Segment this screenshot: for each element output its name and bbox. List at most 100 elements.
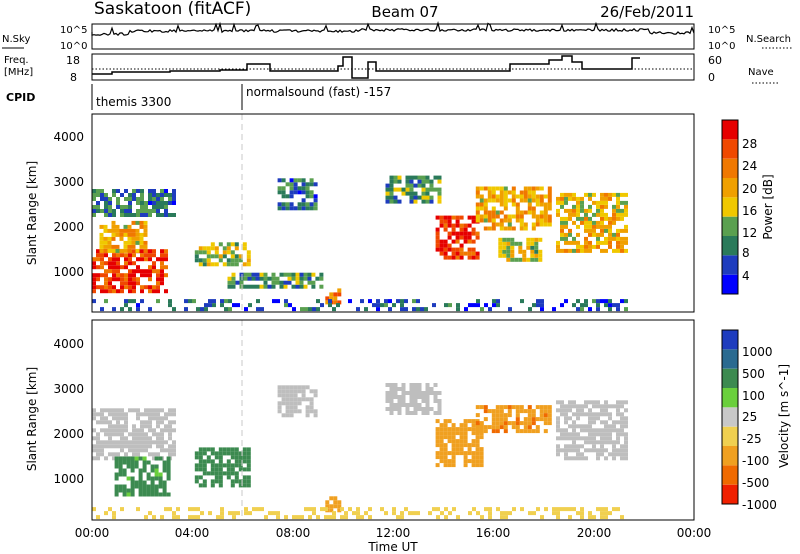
scatter-cell-2 (156, 213, 160, 217)
scatter-cell-2 (124, 205, 128, 209)
scatter-cell-7 (479, 405, 484, 410)
scatter-cell-9 (527, 186, 532, 191)
scatter-cell-3 (285, 389, 290, 394)
scatter-cell-2 (160, 189, 164, 193)
scatter-cell-6 (435, 463, 440, 468)
scatter-cell-7 (507, 421, 512, 426)
scatter-cell-2 (222, 451, 227, 456)
scatter-cell-2 (112, 213, 116, 217)
frequency-panel-frame (91, 53, 695, 81)
velocity-colorbar-tick-minus500: -500 (742, 476, 769, 490)
scatter-cell-11 (604, 212, 608, 217)
scatter-cell-9 (368, 515, 372, 520)
scatter-cell-5 (401, 399, 406, 403)
scatter-cell-10 (506, 253, 511, 258)
scatter-cell-0 (156, 273, 160, 278)
scatter-cell-4 (247, 272, 252, 277)
scatter-cell-0 (96, 277, 100, 282)
scatter-cell-8 (580, 408, 584, 413)
scatter-cell-6 (479, 455, 484, 460)
scatter-cell-7 (523, 429, 528, 434)
scatter-cell-9 (539, 194, 544, 199)
scatter-cell-2 (238, 483, 243, 488)
scatter-cell-11 (580, 196, 584, 201)
scatter-cell-1 (131, 240, 136, 245)
scatter-cell-11 (600, 232, 604, 237)
scatter-cell-4 (337, 500, 342, 505)
scatter-cell-1 (139, 244, 144, 249)
scatter-cell-3 (309, 397, 314, 402)
scatter-cell-9 (539, 210, 544, 215)
scatter-cell-9 (172, 515, 176, 520)
scatter-cell-0 (144, 436, 148, 441)
scatter-cell-0 (116, 289, 120, 294)
scatter-cell-9 (444, 515, 448, 520)
scatter-cell-9 (519, 198, 524, 203)
scatter-cell-0 (164, 289, 168, 294)
scatter-cell-11 (624, 248, 628, 253)
scatter-cell-1 (115, 232, 120, 237)
scatter-cell-9 (508, 511, 512, 516)
scatter-cell-0 (120, 416, 124, 421)
scatter-cell-12 (496, 299, 500, 304)
scatter-cell-1 (166, 472, 171, 477)
scatter-cell-9 (527, 190, 532, 195)
scatter-cell-9 (284, 515, 288, 520)
scatter-cell-8 (616, 400, 620, 405)
scatter-cell-0 (172, 440, 176, 445)
scatter-cell-3 (210, 246, 215, 251)
scatter-cell-11 (592, 212, 596, 217)
scatter-cell-1 (154, 476, 159, 481)
scatter-cell-9 (515, 218, 520, 223)
scatter-cell-9 (332, 511, 336, 516)
scatter-cell-1 (154, 456, 159, 461)
scatter-cell-0 (140, 432, 144, 437)
scatter-cell-8 (624, 440, 628, 445)
scatter-cell-7 (393, 187, 398, 192)
scatter-cell-9 (200, 511, 204, 516)
scatter-cell-0 (132, 253, 136, 258)
scatter-cell-11 (604, 200, 608, 205)
scatter-cell-2 (104, 197, 108, 201)
scatter-cell-9 (356, 515, 360, 520)
scatter-cell-1 (158, 472, 163, 477)
scatter-cell-2 (230, 447, 235, 452)
scatter-cell-2 (214, 463, 219, 468)
scatter-cell-1 (154, 464, 159, 469)
scatter-cell-8 (584, 428, 588, 433)
scatter-cell-7 (511, 405, 516, 410)
scatter-cell-9 (519, 226, 524, 231)
scatter-cell-9 (487, 210, 492, 215)
colorbar-swatch (722, 178, 738, 198)
scatter-cell-12 (596, 307, 600, 312)
scatter-cell-7 (495, 409, 500, 414)
scatter-cell-3 (202, 258, 207, 263)
scatter-cell-8 (560, 448, 564, 453)
scatter-cell-11 (556, 200, 560, 205)
scatter-cell-9 (296, 515, 300, 520)
scatter-cell-0 (164, 416, 168, 421)
colorbar-swatch (722, 368, 738, 388)
scatter-cell-7 (413, 183, 418, 188)
scatter-cell-2 (218, 479, 223, 484)
scatter-cell-6 (467, 459, 472, 464)
scatter-cell-12 (244, 307, 248, 312)
scatter-cell-11 (588, 228, 592, 233)
scatter-cell-9 (148, 511, 152, 516)
scatter-cell-9 (523, 186, 528, 191)
scatter-cell-6 (451, 451, 456, 456)
scatter-cell-8 (564, 452, 568, 457)
scatter-cell-9 (491, 218, 496, 223)
scatter-cell-4 (283, 284, 288, 289)
scatter-cell-0 (148, 444, 152, 449)
scatter-cell-4 (283, 280, 288, 285)
date-label: 26/Feb/2011 (600, 3, 694, 21)
scatter-cell-8 (475, 231, 480, 236)
scatter-cell-0 (100, 448, 104, 453)
frequency-trace (92, 55, 640, 79)
scatter-cell-12 (220, 299, 224, 304)
scatter-cell-9 (448, 511, 452, 516)
scatter-cell-11 (576, 248, 580, 253)
scatter-cell-1 (142, 492, 147, 497)
scatter-cell-10 (518, 257, 523, 262)
